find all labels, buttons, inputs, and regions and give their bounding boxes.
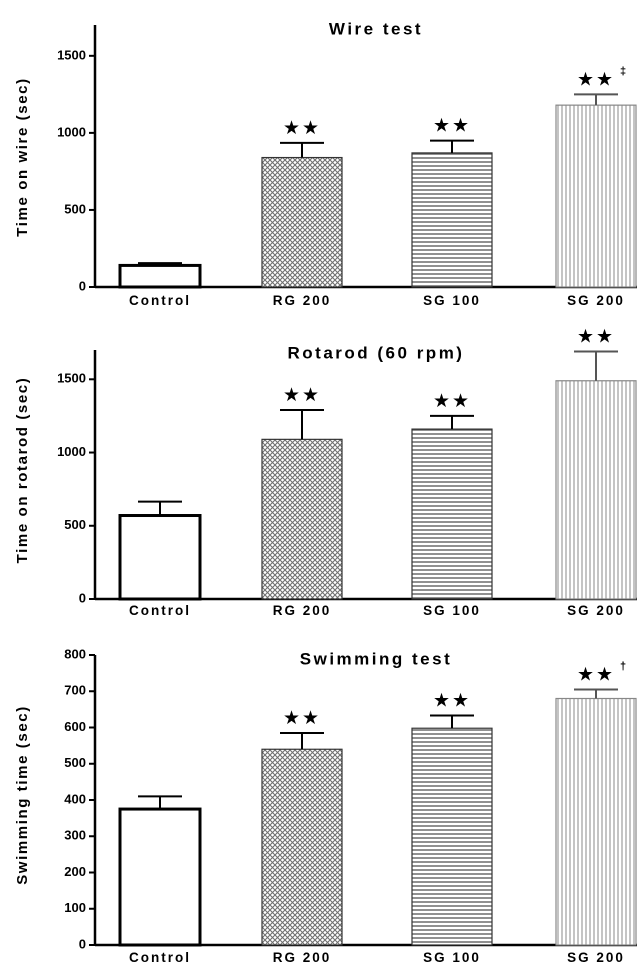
- y-axis-label: Swimming time (sec): [14, 705, 31, 885]
- chart-panel-2: Rotarod (60 rpm) Time on rotarod (sec) 0 50…: [14, 326, 637, 618]
- x-tick-label: SG 100: [423, 603, 481, 618]
- bar-sg-100: [411, 428, 493, 600]
- y-tick-label: 1000: [57, 444, 86, 459]
- bar-rg-200: [261, 438, 343, 600]
- significance-stars: ★★: [433, 691, 471, 712]
- chart-panel-1: Wire test Time on wire (sec) 0 500 1000 1500 C…: [14, 19, 637, 308]
- y-tick-label: 0: [79, 590, 86, 605]
- x-tick-label: SG 200: [567, 950, 625, 965]
- x-tick-label: SG 200: [567, 603, 625, 618]
- y-tick-label: 300: [64, 828, 86, 843]
- y-tick-label: 600: [64, 719, 86, 734]
- x-tick-label: Control: [129, 603, 191, 618]
- significance-stars: ★★: [577, 664, 615, 685]
- y-tick-label: 200: [64, 864, 86, 879]
- x-tick-label: SG 200: [567, 293, 625, 308]
- chart-panel-3: Swimming test Swimming time (sec) 0 100 200 3…: [14, 646, 637, 965]
- significance-stars: ★★: [433, 391, 471, 412]
- y-axis-label: Time on rotarod (sec): [14, 377, 31, 564]
- bar-sg-200: [555, 380, 637, 600]
- x-tick-label: RG 200: [273, 293, 332, 308]
- chart-title: Swimming test: [300, 649, 452, 668]
- x-tick-label: RG 200: [273, 950, 332, 965]
- bar-sg-100: [411, 152, 493, 288]
- x-tick-label: SG 100: [423, 950, 481, 965]
- bar-sg-200: [555, 697, 637, 946]
- chart-title: Rotarod (60 rpm): [288, 343, 465, 362]
- y-tick-label: 0: [79, 278, 86, 293]
- x-tick-label: Control: [129, 293, 191, 308]
- significance-symbol: ‡: [620, 65, 626, 77]
- bar-sg-200: [555, 104, 637, 288]
- significance-stars: ★★: [433, 116, 471, 137]
- y-tick-label: 400: [64, 791, 86, 806]
- bar-control: [118, 263, 202, 289]
- y-tick-label: 500: [64, 755, 86, 770]
- bar-control: [118, 807, 202, 947]
- y-tick-label: 100: [64, 900, 86, 915]
- bar-rg-200: [261, 156, 343, 288]
- y-tick-label: 800: [64, 646, 86, 661]
- x-tick-label: Control: [129, 950, 191, 965]
- x-tick-label: SG 100: [423, 293, 481, 308]
- chart-title: Wire test: [329, 19, 423, 38]
- significance-stars: ★★: [283, 385, 321, 406]
- bar-rg-200: [261, 748, 343, 946]
- bar-sg-100: [411, 727, 493, 946]
- y-tick-label: 700: [64, 683, 86, 698]
- bar-control: [118, 514, 202, 601]
- y-tick-label: 1500: [57, 371, 86, 386]
- x-tick-label: RG 200: [273, 603, 332, 618]
- y-tick-label: 0: [79, 936, 86, 951]
- significance-stars: ★★: [577, 326, 615, 347]
- significance-stars: ★★: [283, 118, 321, 139]
- y-tick-label: 1000: [57, 124, 86, 139]
- significance-symbol: †: [620, 660, 626, 672]
- y-tick-label: 1500: [57, 47, 86, 62]
- y-tick-label: 500: [64, 201, 86, 216]
- y-tick-label: 500: [64, 517, 86, 532]
- significance-stars: ★★: [283, 708, 321, 729]
- y-axis-label: Time on wire (sec): [14, 77, 31, 236]
- significance-stars: ★★: [577, 69, 615, 90]
